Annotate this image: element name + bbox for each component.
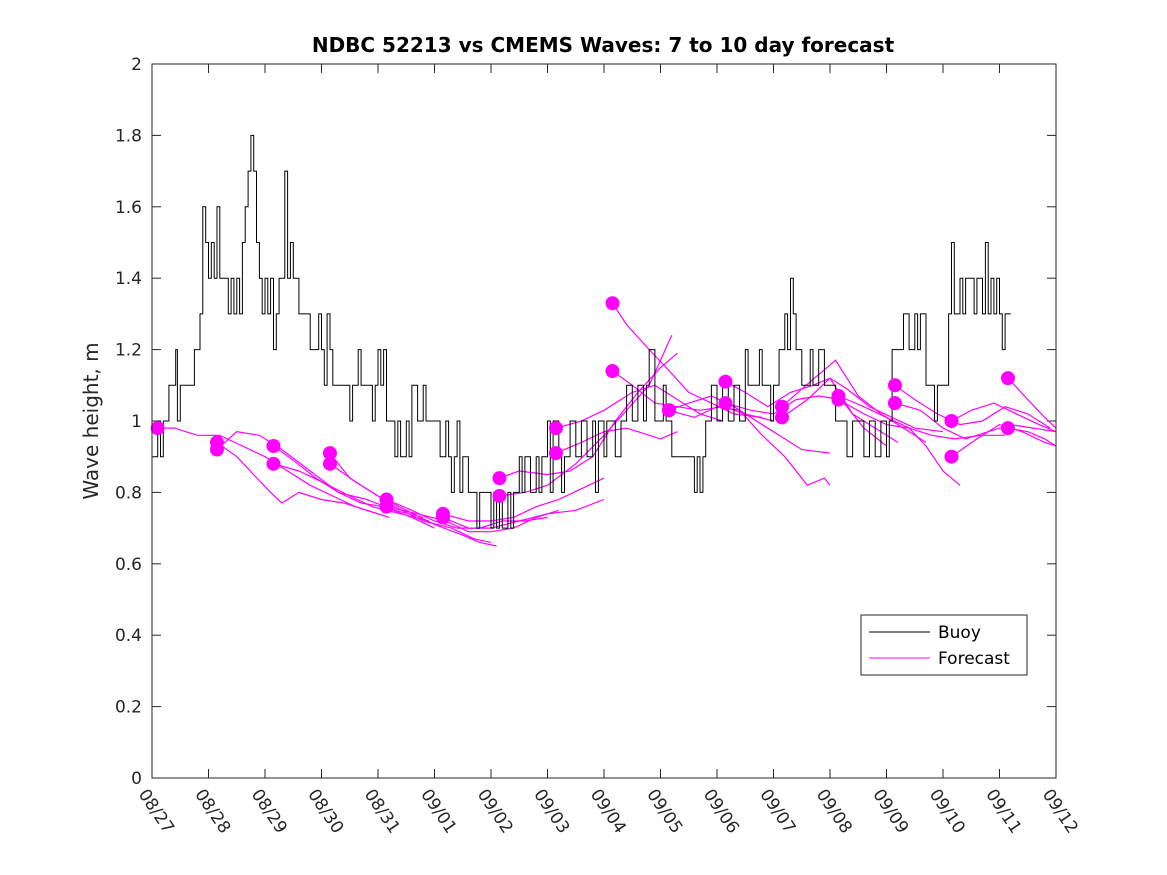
legend: Buoy Forecast (860, 614, 1028, 676)
y-tick-label: 0.6 (115, 555, 142, 575)
forecast-start-marker (718, 396, 733, 411)
forecast-start-marker (209, 442, 224, 457)
forecast-line (1007, 377, 1057, 429)
forecast-start-marker (150, 421, 165, 436)
forecast-line (611, 302, 763, 418)
forecast-start-marker (1000, 421, 1015, 436)
forecast-line (442, 477, 605, 522)
forecast-line (838, 395, 1006, 440)
forecast-line (838, 399, 961, 486)
forecast-start-marker (266, 438, 281, 453)
forecast-start-marker (548, 446, 563, 461)
forecast-line (781, 377, 944, 433)
forecast-line (781, 359, 927, 443)
forecast-line (329, 463, 497, 547)
forecast-start-marker (605, 364, 620, 379)
forecast-start-marker (831, 392, 846, 407)
forecast-line (157, 427, 379, 515)
forecast-start-marker (435, 510, 450, 525)
axes-box (151, 63, 1057, 779)
forecast-start-marker (944, 449, 959, 464)
y-tick-label: 2 (131, 55, 142, 75)
forecast-line (1007, 427, 1057, 447)
forecast-start-marker (605, 296, 620, 311)
forecast-start-marker (774, 410, 789, 425)
forecast-start-marker (944, 414, 959, 428)
forecast-line (725, 395, 887, 447)
forecast-start-marker (492, 471, 507, 486)
y-tick-label: 0.4 (115, 626, 142, 646)
forecast-start-marker (661, 403, 676, 418)
forecast-line (951, 402, 1057, 433)
y-tick-label: 0.2 (115, 698, 142, 718)
legend-forecast-label: Forecast (938, 649, 1010, 669)
forecast-line (386, 506, 559, 533)
forecast-line (894, 384, 1051, 429)
legend-box (860, 614, 1028, 676)
y-tick-label: 0 (131, 769, 142, 789)
buoy-line (152, 134, 1011, 529)
forecast-start-marker (887, 378, 902, 393)
forecast-start-marker (887, 396, 902, 411)
forecast-line (499, 335, 673, 497)
y-tick-label: 1.6 (115, 198, 142, 218)
forecast-line (273, 463, 430, 522)
forecast-start-marker (548, 421, 563, 436)
chart-title: NDBC 52213 vs CMEMS Waves: 7 to 10 day f… (312, 33, 895, 57)
forecast-start-marker (379, 499, 394, 514)
forecast-line (442, 498, 605, 529)
forecast-line (216, 441, 390, 518)
y-axis-label: Wave height, m (79, 342, 103, 499)
forecast-start-marker (322, 456, 337, 471)
forecast-line (894, 402, 1057, 440)
y-tick-label: 1.2 (115, 341, 142, 361)
y-tick-label: 1 (131, 412, 142, 432)
y-tick-label: 1.8 (115, 126, 142, 146)
legend-buoy-label: Buoy (938, 623, 981, 643)
forecast-start-marker (1000, 371, 1015, 386)
y-tick-label: 0.8 (115, 483, 142, 503)
forecast-line (668, 406, 831, 487)
forecast-start-marker (266, 456, 281, 471)
forecast-start-marker (492, 488, 507, 503)
forecast-start-marker (718, 374, 733, 389)
y-tick-label: 1.4 (115, 269, 142, 289)
